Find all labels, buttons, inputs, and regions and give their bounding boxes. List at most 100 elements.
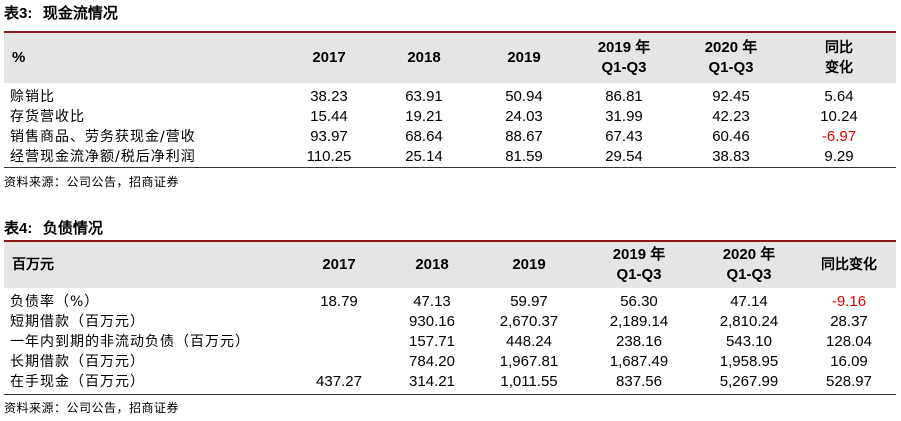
cell-q2020: 1,958.95 — [719, 353, 779, 370]
cell-v2019: 448.24 — [506, 333, 552, 350]
cell-yoy: 28.37 — [830, 313, 868, 330]
table3-title-text: 现金流情况 — [42, 4, 118, 22]
cell-q2020: 38.83 — [712, 148, 750, 165]
cell-v2019: 59.97 — [510, 293, 548, 310]
row-label: 销售商品、劳务获现金/营收 — [10, 129, 196, 145]
cell-q2020: 92.45 — [712, 88, 750, 105]
cell-yoy: 5.64 — [824, 88, 854, 105]
cell-q2019: 29.54 — [605, 148, 643, 165]
cell-q2019: 238.16 — [616, 333, 662, 350]
table3-bottom-rule — [4, 167, 896, 168]
table3-title: 表3: 现金流情况 — [4, 2, 118, 23]
cell-v2017 — [294, 312, 384, 332]
cell-v2019: 24.03 — [505, 108, 543, 125]
row-label: 长期借款（百万元） — [10, 354, 145, 370]
table4-header-2020q-line2: Q1-Q3 — [726, 266, 772, 283]
cell-q2019: 67.43 — [605, 128, 643, 145]
cell-yoy: 128.04 — [826, 333, 872, 350]
row-label: 在手现金（百万元） — [10, 374, 145, 390]
cell-v2018: 47.13 — [413, 293, 451, 310]
table3-header-yoy-line1: 同比 — [825, 40, 853, 56]
table3-source: 资料来源：公司公告，招商证券 — [4, 175, 180, 189]
cell-v2018: 25.14 — [405, 148, 443, 165]
row-label: 存货营收比 — [10, 109, 85, 125]
table4-header-yoy: 同比变化 — [821, 257, 877, 273]
table4-title-text: 负债情况 — [42, 219, 103, 237]
cell-v2019: 2,670.37 — [499, 313, 559, 330]
table3-header-2020q-line1: 2020 年 — [704, 39, 758, 56]
cell-v2017: 15.44 — [310, 108, 348, 125]
row-label: 一年内到期的非流动负债（百万元） — [10, 334, 250, 350]
table3-header-2019: 2019 — [507, 49, 541, 66]
cell-v2018: 63.91 — [405, 88, 443, 105]
table4-header: 百万元 2017 2018 2019 2019 年 Q1-Q3 2020 年 Q… — [4, 240, 896, 288]
cell-v2017: 110.25 — [306, 148, 352, 165]
table-row: 在手现金（百万元） 437.27 314.21 1,011.55 837.56 5,267… — [4, 372, 896, 392]
cell-v2017 — [294, 352, 384, 372]
table-row: 赊销比 38.23 63.91 50.94 86.81 92.45 5.64 — [4, 87, 896, 107]
cell-q2020: 2,810.24 — [719, 313, 779, 330]
cell-q2019: 31.99 — [605, 108, 643, 125]
cell-v2018: 930.16 — [409, 313, 455, 330]
cell-q2020: 42.23 — [712, 108, 750, 125]
cell-v2017: 38.23 — [310, 88, 348, 105]
row-label: 负债率（%） — [10, 294, 100, 310]
cell-yoy: -9.16 — [831, 293, 867, 310]
cell-q2019: 56.30 — [620, 293, 658, 310]
table4-header-2019q: 2019 年 Q1-Q3 — [584, 242, 694, 288]
table4-header-2020q-line1: 2020 年 — [722, 246, 776, 263]
table3-header-unit: % — [12, 49, 26, 66]
cell-v2019: 88.67 — [505, 128, 543, 145]
table3-body: 赊销比 38.23 63.91 50.94 86.81 92.45 5.64 存货营收比 15.… — [4, 87, 896, 167]
cell-q2019: 837.56 — [616, 373, 662, 390]
table3-title-prefix: 表 — [4, 4, 20, 22]
table4-title-prefix: 表 — [4, 219, 20, 237]
cell-yoy: 528.97 — [826, 373, 872, 390]
cell-q2020: 60.46 — [712, 128, 750, 145]
table4-header-unit: 百万元 — [12, 257, 54, 273]
cell-v2018: 68.64 — [405, 128, 443, 145]
cell-v2019: 1,967.81 — [499, 353, 559, 370]
cell-q2019: 2,189.14 — [609, 313, 669, 330]
table4-header-2020q: 2020 年 Q1-Q3 — [694, 242, 804, 288]
cell-v2017: 18.79 — [320, 293, 358, 310]
cell-yoy: 10.24 — [820, 108, 858, 125]
cell-q2020: 47.14 — [730, 293, 768, 310]
cell-v2018: 19.21 — [405, 108, 443, 125]
cell-q2019: 1,687.49 — [609, 353, 669, 370]
table3-header-yoy: 同比 变化 — [789, 33, 889, 83]
cell-v2017: 437.27 — [316, 373, 362, 390]
table-row: 存货营收比 15.44 19.21 24.03 31.99 42.23 10.24 — [4, 107, 896, 127]
table4-title: 表4: 负债情况 — [4, 217, 103, 238]
cell-yoy: -6.97 — [821, 128, 857, 145]
table3-header-2018: 2018 — [407, 49, 441, 66]
cell-q2020: 5,267.99 — [719, 373, 779, 390]
cell-yoy: 16.09 — [830, 353, 868, 370]
table4-header-2017: 2017 — [322, 256, 356, 273]
cell-v2018: 157.71 — [409, 333, 455, 350]
cell-v2017: 93.97 — [310, 128, 348, 145]
row-label: 短期借款（百万元） — [10, 314, 145, 330]
table4-bottom-rule — [4, 394, 896, 395]
table3-header-yoy-line2: 变化 — [825, 60, 853, 76]
table-row: 经营现金流净额/税后净利润 110.25 25.14 81.59 29.54 38.83 9… — [4, 147, 896, 167]
table3: % 2017 2018 2019 2019 年 Q1-Q3 2020 年 Q1-… — [4, 31, 896, 168]
row-label: 经营现金流净额/税后净利润 — [10, 149, 196, 165]
table4-body: 负债率（%） 18.79 47.13 59.97 56.30 47.14 -9.16 短期借款… — [4, 292, 896, 392]
table-row: 一年内到期的非流动负债（百万元） 157.71 448.24 238.16 543.10… — [4, 332, 896, 352]
table3-header: % 2017 2018 2019 2019 年 Q1-Q3 2020 年 Q1-… — [4, 31, 896, 83]
table-row: 销售商品、劳务获现金/营收 93.97 68.64 88.67 67.43 60.46 -6… — [4, 127, 896, 147]
cell-v2017 — [294, 332, 384, 352]
table3-header-2019q-line2: Q1-Q3 — [601, 59, 647, 76]
table4-header-2019q-line2: Q1-Q3 — [616, 266, 662, 283]
table3-header-2019q: 2019 年 Q1-Q3 — [569, 33, 679, 83]
table3-header-2019q-line1: 2019 年 — [597, 39, 651, 56]
table4-header-2018: 2018 — [415, 256, 449, 273]
table3-title-num: 3: — [19, 5, 33, 22]
cell-v2019: 50.94 — [505, 88, 543, 105]
cell-v2019: 1,011.55 — [500, 373, 558, 390]
table3-header-2020q-line2: Q1-Q3 — [708, 59, 754, 76]
cell-v2019: 81.59 — [505, 148, 543, 165]
cell-v2018: 784.20 — [409, 353, 455, 370]
table4-header-2019: 2019 — [512, 256, 546, 273]
